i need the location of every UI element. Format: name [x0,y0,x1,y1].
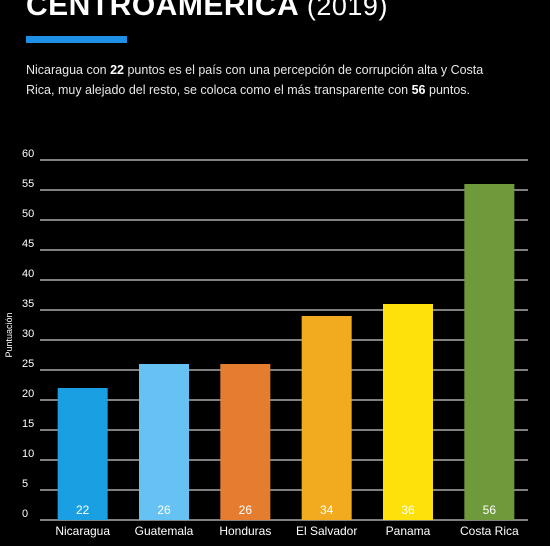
y-tick-label-60: 60 [22,148,34,160]
category-label-honduras: Honduras [219,524,271,538]
y-tick-label-0: 0 [22,508,28,520]
description-bold-1: 22 [110,63,124,77]
category-label-costa-rica: Costa Rica [460,524,519,538]
value-label-nicaragua: 22 [76,503,90,517]
y-tick-label-40: 40 [22,268,34,280]
y-tick-label-15: 15 [22,418,34,430]
y-tick-label-35: 35 [22,298,34,310]
title-text: CENTROAMERICA [26,0,299,22]
labels: 0 5 10 15 20 25 30 35 40 45 50 55 60 22 Nicaragua 26 Gua… [22,148,519,538]
y-tick-label-45: 45 [22,238,34,250]
bar-guatemala [139,364,189,520]
value-label-costa-rica: 56 [483,503,497,517]
value-label-guatemala: 26 [157,503,171,517]
bar-panama [383,304,433,520]
bars [57,184,515,520]
description-text-3: puntos. [425,83,470,97]
title-accent-bar [26,36,127,43]
description-text-2: puntos es el país con una percepción de … [26,63,484,97]
category-label-el-salvador: El Salvador [296,524,357,538]
bar-honduras [220,364,271,520]
y-axis-label: Puntuación [4,312,14,357]
category-label-guatemala: Guatemala [135,524,194,538]
y-tick-label-5: 5 [22,478,28,490]
bar-costa-rica [464,184,515,520]
y-tick-label-25: 25 [22,358,34,370]
value-label-panama: 36 [401,503,415,517]
gridlines [40,159,528,521]
bar-el-salvador [301,316,352,520]
y-tick-label-20: 20 [22,388,34,400]
value-label-el-salvador: 34 [320,503,334,517]
bar-nicaragua [57,388,108,520]
chart-description: Nicaragua con 22 puntos es el país con u… [26,60,486,100]
y-tick-label-55: 55 [22,178,34,190]
y-tick-label-50: 50 [22,208,34,220]
y-tick-label-30: 30 [22,328,34,340]
category-label-panama: Panama [386,524,431,538]
chart-title: CENTROAMERICA (2019) [26,0,388,21]
y-tick-label-10: 10 [22,448,34,460]
value-label-honduras: 26 [239,503,253,517]
description-bold-2: 56 [411,83,426,97]
category-label-nicaragua: Nicaragua [55,524,110,538]
description-text-1: Nicaragua con [26,63,111,77]
title-year: (2019) [306,0,388,21]
